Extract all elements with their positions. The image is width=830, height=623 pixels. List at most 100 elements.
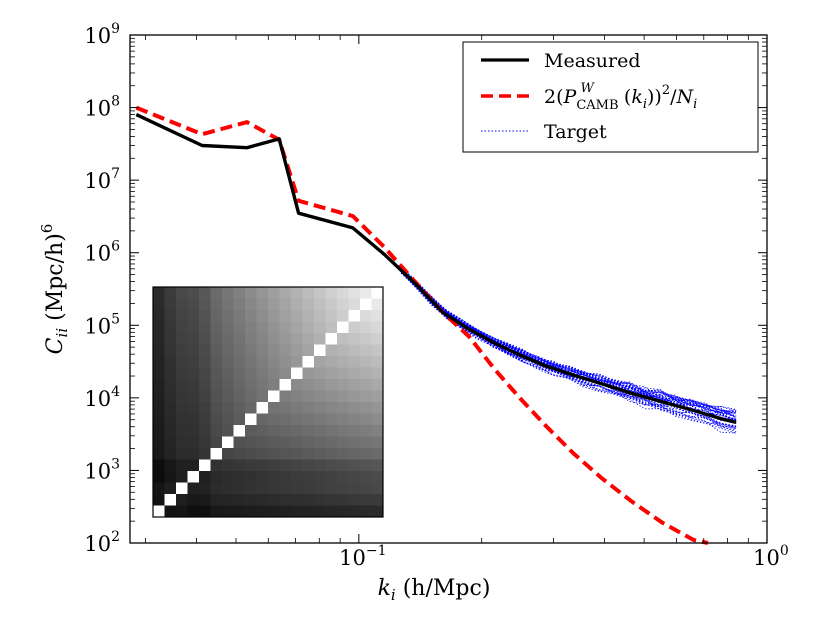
inset-cell bbox=[199, 459, 211, 472]
inset-cell bbox=[314, 379, 326, 391]
inset-cell bbox=[256, 471, 269, 483]
inset-cell bbox=[210, 379, 223, 391]
inset-cell bbox=[153, 471, 165, 483]
inset-cell bbox=[302, 344, 315, 357]
inset-cell bbox=[245, 356, 257, 368]
inset-cell bbox=[360, 402, 372, 414]
inset-cell bbox=[222, 287, 234, 299]
inset-cell bbox=[245, 367, 257, 380]
inset-cell bbox=[210, 402, 223, 414]
inset-cell bbox=[360, 471, 372, 483]
inset-cell bbox=[245, 333, 257, 345]
inset-cell bbox=[279, 425, 292, 437]
inset-cell bbox=[245, 448, 257, 460]
inset-cell bbox=[360, 344, 372, 357]
inset-cell bbox=[210, 425, 223, 437]
inset-cell bbox=[153, 436, 165, 449]
inset-cell bbox=[337, 494, 349, 506]
inset-cell bbox=[302, 310, 315, 322]
inset-cell bbox=[187, 505, 200, 518]
inset-cell bbox=[371, 448, 384, 460]
inset-cell bbox=[337, 402, 349, 414]
inset-cell bbox=[153, 333, 165, 345]
inset-cell bbox=[371, 459, 384, 472]
inset-cell bbox=[279, 390, 292, 403]
inset-cell bbox=[302, 379, 315, 391]
inset-cell bbox=[233, 494, 246, 506]
inset-cell bbox=[187, 413, 200, 426]
inset-cell bbox=[256, 356, 269, 368]
inset-cell bbox=[268, 379, 280, 391]
inset-cell bbox=[268, 344, 280, 357]
tick-labels-group: 102 103 104 105 106 107 108 109 10−1 100 bbox=[84, 21, 788, 570]
inset-cell bbox=[210, 367, 223, 380]
inset-cell bbox=[210, 448, 223, 460]
inset-cell bbox=[279, 402, 292, 414]
inset-cell bbox=[279, 344, 292, 357]
inset-cell bbox=[279, 379, 292, 391]
inset-cell bbox=[314, 344, 326, 357]
y-tick-label: 103 bbox=[84, 456, 120, 483]
inset-cell bbox=[210, 287, 223, 299]
inset-cell bbox=[222, 356, 234, 368]
inset-cell bbox=[371, 344, 384, 357]
inset-cell bbox=[222, 436, 234, 449]
inset-cell bbox=[337, 505, 349, 518]
inset-cell bbox=[371, 356, 384, 368]
x-tick-label: 10−1 bbox=[339, 543, 386, 570]
inset-cell bbox=[291, 333, 303, 345]
inset-cell bbox=[222, 425, 234, 437]
x-tick-label: 100 bbox=[753, 543, 789, 570]
inset-cell bbox=[325, 413, 338, 426]
y-tick-label: 107 bbox=[84, 166, 120, 193]
inset-cell bbox=[371, 287, 384, 299]
inset-cell bbox=[153, 390, 165, 403]
target-realisation bbox=[400, 268, 737, 421]
inset-cell bbox=[153, 344, 165, 357]
inset-cell bbox=[256, 344, 269, 357]
inset-cell bbox=[199, 310, 211, 322]
inset-cell bbox=[245, 287, 257, 299]
target-realisation bbox=[400, 272, 737, 429]
inset-cell bbox=[199, 436, 211, 449]
inset-cell bbox=[291, 356, 303, 368]
inset-cell bbox=[268, 390, 280, 403]
inset-cell bbox=[176, 287, 188, 299]
inset-cell bbox=[268, 482, 280, 495]
inset-cell bbox=[176, 459, 188, 472]
inset-cell bbox=[153, 505, 165, 518]
inset-cell bbox=[222, 494, 234, 506]
inset-cell bbox=[245, 482, 257, 495]
inset-cell bbox=[325, 494, 338, 506]
inset-cell bbox=[348, 436, 361, 449]
inset-cell bbox=[187, 287, 200, 299]
inset-cell bbox=[153, 310, 165, 322]
inset-cell bbox=[222, 505, 234, 518]
inset-cell bbox=[176, 310, 188, 322]
inset-cell bbox=[348, 413, 361, 426]
inset-cell bbox=[348, 471, 361, 483]
inset-cell bbox=[371, 321, 384, 334]
inset-cell bbox=[291, 321, 303, 334]
inset-cell bbox=[233, 287, 246, 299]
inset-cell bbox=[256, 413, 269, 426]
inset-cell bbox=[314, 459, 326, 472]
inset-cell bbox=[337, 390, 349, 403]
inset-cell bbox=[348, 459, 361, 472]
inset-cell bbox=[348, 333, 361, 345]
inset-cell bbox=[222, 379, 234, 391]
x-axis-label: ki (h/Mpc) bbox=[378, 576, 491, 604]
inset-cell bbox=[187, 379, 200, 391]
inset-cell bbox=[233, 344, 246, 357]
inset-cell bbox=[337, 436, 349, 449]
inset-cell bbox=[176, 494, 188, 506]
inset-cell bbox=[199, 425, 211, 437]
inset-cell bbox=[222, 321, 234, 334]
inset-cell bbox=[176, 367, 188, 380]
ticks-group bbox=[130, 34, 768, 544]
inset-cell bbox=[199, 471, 211, 483]
inset-cell bbox=[153, 402, 165, 414]
inset-cell bbox=[302, 390, 315, 403]
inset-cell bbox=[233, 505, 246, 518]
inset-cell bbox=[210, 310, 223, 322]
